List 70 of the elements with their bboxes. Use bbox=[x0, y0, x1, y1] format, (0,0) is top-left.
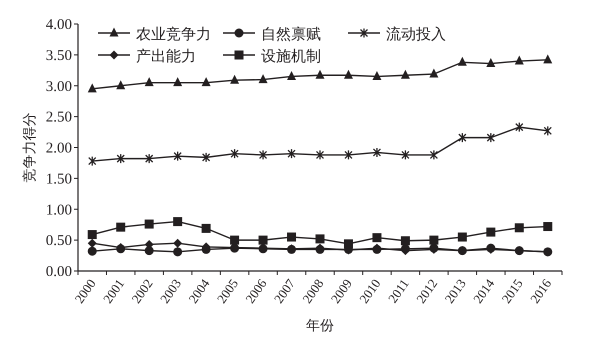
y-tick-label: 2.00 bbox=[46, 140, 72, 156]
point bbox=[173, 150, 182, 162]
point bbox=[486, 132, 495, 143]
point bbox=[486, 228, 496, 237]
point bbox=[144, 77, 154, 86]
point bbox=[316, 70, 324, 79]
point bbox=[429, 68, 438, 78]
point bbox=[116, 153, 125, 164]
point bbox=[173, 247, 182, 256]
point bbox=[116, 80, 126, 90]
point bbox=[88, 156, 96, 166]
legend-label: 产出能力 bbox=[136, 48, 196, 65]
legend-label: 自然禀赋 bbox=[261, 26, 321, 43]
point bbox=[145, 153, 154, 164]
point bbox=[400, 236, 410, 246]
point bbox=[144, 220, 154, 229]
point bbox=[344, 150, 353, 160]
y-tick-label: 4.00 bbox=[46, 17, 72, 33]
y-tick-label: 3.00 bbox=[46, 78, 72, 95]
point bbox=[202, 152, 210, 163]
y-tick-label: 1.50 bbox=[46, 171, 72, 188]
point bbox=[458, 56, 467, 66]
point bbox=[173, 238, 182, 248]
point bbox=[372, 70, 382, 80]
point bbox=[400, 70, 410, 79]
point bbox=[287, 232, 296, 242]
y-axis-title: 竞争力得分 bbox=[22, 112, 38, 182]
y-tick-label: 0.50 bbox=[46, 233, 72, 250]
point bbox=[88, 246, 97, 256]
point bbox=[515, 122, 524, 132]
point bbox=[258, 74, 268, 84]
point bbox=[287, 70, 296, 80]
point bbox=[116, 222, 126, 232]
y-tick-label: 0.00 bbox=[46, 264, 72, 280]
y-tick-label: 2.50 bbox=[46, 110, 72, 126]
y-tick-label: 3.50 bbox=[46, 48, 72, 64]
point bbox=[486, 58, 496, 68]
point bbox=[258, 236, 268, 245]
point bbox=[429, 236, 438, 245]
x-axis-title: 年份 bbox=[306, 318, 334, 334]
point bbox=[514, 56, 524, 65]
point bbox=[88, 83, 97, 92]
point bbox=[543, 54, 552, 64]
legend-label: 设施机制 bbox=[261, 48, 321, 65]
point bbox=[202, 77, 211, 86]
point bbox=[230, 236, 240, 245]
point bbox=[430, 150, 438, 160]
point bbox=[287, 148, 296, 159]
point bbox=[88, 230, 97, 240]
point bbox=[88, 238, 97, 248]
point bbox=[316, 234, 324, 244]
point bbox=[458, 132, 467, 143]
point bbox=[316, 150, 324, 160]
point bbox=[202, 224, 211, 233]
point bbox=[514, 223, 524, 232]
y-tick-label: 1.00 bbox=[46, 202, 72, 218]
legend-label: 农业竞争力 bbox=[136, 26, 211, 43]
point bbox=[372, 147, 382, 158]
point bbox=[258, 150, 268, 160]
point bbox=[344, 70, 353, 79]
point bbox=[230, 148, 239, 159]
point bbox=[230, 74, 240, 84]
point bbox=[173, 217, 182, 226]
point bbox=[372, 233, 382, 242]
point bbox=[544, 126, 552, 136]
point bbox=[401, 150, 410, 160]
point bbox=[458, 232, 467, 242]
point bbox=[543, 222, 552, 232]
legend-label: 流动投入 bbox=[386, 26, 446, 43]
point bbox=[173, 77, 182, 86]
